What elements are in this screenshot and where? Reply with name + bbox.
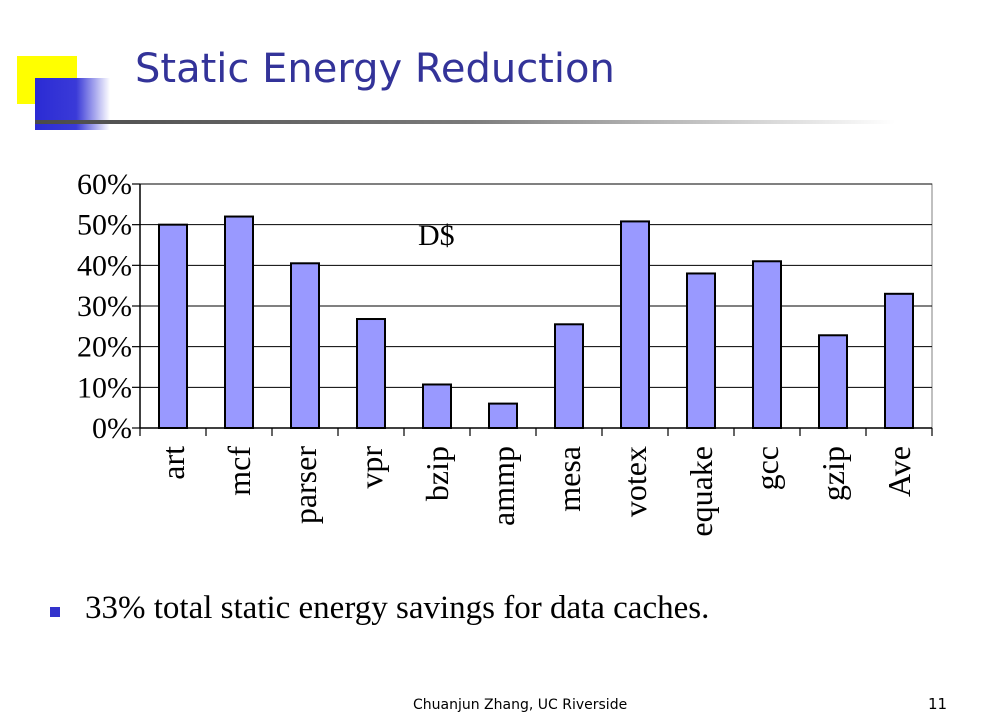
- bar-vpr: [356, 318, 386, 429]
- y-tick-label: 20%: [77, 331, 132, 364]
- bar-parser: [290, 262, 320, 429]
- title-divider: [35, 120, 895, 124]
- slide-title: Static Energy Reduction: [135, 46, 615, 92]
- bar-mesa: [554, 323, 584, 429]
- bar-ammp: [488, 402, 518, 430]
- x-tick-label-mcf: mcf: [221, 446, 257, 496]
- y-tick-label: 40%: [77, 249, 132, 282]
- x-tick-label-art: art: [155, 446, 191, 480]
- chart-bars: [158, 215, 914, 430]
- footer-author: Chuanjun Zhang, UC Riverside: [413, 697, 628, 713]
- y-tick-label: 50%: [77, 209, 132, 242]
- x-tick-label-gcc: gcc: [749, 446, 785, 490]
- bar-ave: [884, 292, 914, 429]
- bar-bzip: [422, 383, 452, 429]
- x-tick-label-votex: votex: [617, 446, 653, 517]
- bar-art: [158, 223, 188, 429]
- y-tick-label: 10%: [77, 371, 132, 404]
- x-tick-label-vpr: vpr: [353, 446, 389, 489]
- bar-chart: 0% 10% 20% 30% 40% 50% 60% art mcf parser vpr bzip a…: [77, 168, 933, 537]
- page-number: 11: [928, 695, 948, 713]
- chart-gridlines: [139, 183, 933, 429]
- x-tick-label-ammp: ammp: [485, 446, 521, 526]
- bar-gzip: [818, 334, 848, 429]
- x-tick-label-bzip: bzip: [419, 446, 455, 501]
- bar-equake: [686, 272, 716, 430]
- x-tick-label-mesa: mesa: [551, 446, 587, 512]
- x-tick-label-parser: parser: [287, 446, 323, 525]
- x-tick-label-gzip: gzip: [815, 446, 851, 501]
- bullet-text: 33% total static energy savings for data…: [85, 590, 710, 626]
- x-tick-label-ave: Ave: [881, 446, 917, 497]
- bar-mcf: [224, 215, 254, 429]
- bar-gcc: [752, 260, 782, 429]
- bullet-square-icon: [50, 607, 60, 617]
- y-tick-label: 30%: [77, 290, 132, 323]
- x-tick-label-equake: equake: [683, 446, 719, 537]
- chart-annotation: D$: [418, 219, 455, 252]
- y-tick-label: 60%: [77, 168, 132, 201]
- y-tick-label: 0%: [92, 412, 132, 445]
- chart-labels: 0% 10% 20% 30% 40% 50% 60% art mcf parser vpr bzip a…: [77, 168, 917, 537]
- bar-votex: [620, 220, 650, 429]
- chart-axes: [132, 183, 933, 436]
